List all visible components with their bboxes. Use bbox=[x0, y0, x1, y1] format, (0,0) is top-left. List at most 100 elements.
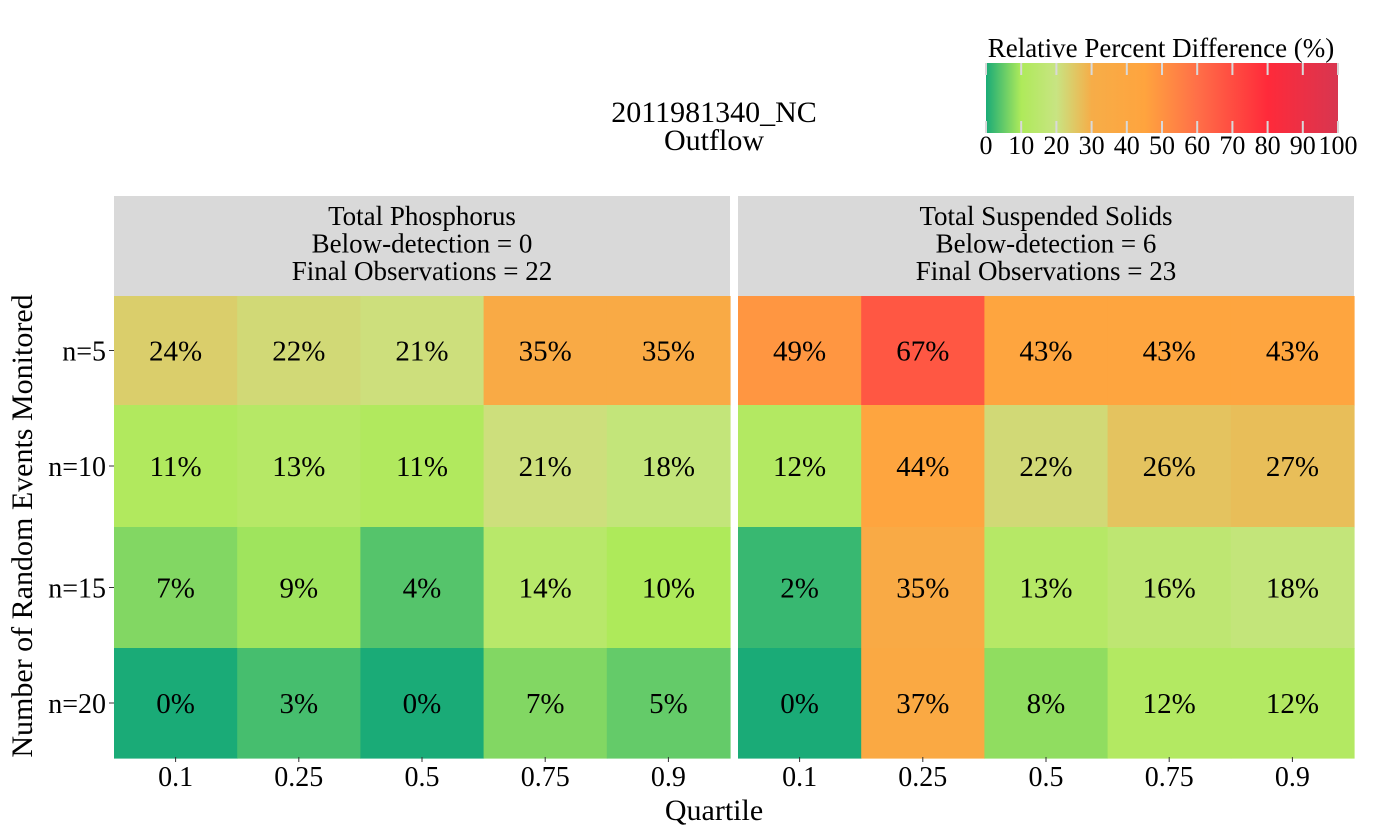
x-tick-label: 0.1 bbox=[158, 762, 193, 793]
heatmap-cell-label: 8% bbox=[1027, 688, 1066, 720]
heatmap-cell bbox=[861, 405, 985, 528]
heatmap-cell-label: 7% bbox=[156, 573, 195, 605]
heatmap-cell bbox=[360, 648, 485, 759]
heatmap-cell-label: 18% bbox=[1266, 573, 1319, 605]
heatmap-cell bbox=[738, 648, 862, 759]
legend-tick-label: 10 bbox=[1008, 131, 1034, 160]
heatmap-cell bbox=[114, 527, 238, 649]
chart-title: 2011981340_NC Outflow bbox=[611, 96, 817, 157]
y-tick-label: n=5 bbox=[62, 337, 106, 368]
heatmap-cell bbox=[237, 527, 361, 649]
x-tick-label: 0.5 bbox=[1029, 762, 1064, 793]
facet-strip-label: Total Suspended Solids bbox=[919, 201, 1172, 231]
heatmap-cell-label: 22% bbox=[1019, 451, 1072, 483]
legend-tick-label: 60 bbox=[1184, 131, 1210, 160]
x-tick-label: 0.75 bbox=[1145, 762, 1194, 793]
heatmap-cell bbox=[1107, 648, 1232, 759]
heatmap-cell-label: 3% bbox=[279, 688, 318, 720]
legend-tick-label: 40 bbox=[1114, 131, 1140, 160]
facet-strip-label: Final Observations = 22 bbox=[292, 256, 552, 286]
heatmap-cell-label: 21% bbox=[519, 451, 572, 483]
y-axis-label: Number of Random Events Monitored bbox=[6, 294, 39, 757]
heatmap-cell-label: 44% bbox=[896, 451, 949, 483]
heatmap-cell bbox=[738, 405, 862, 528]
facet-strip bbox=[738, 196, 1354, 296]
heatmap-cell bbox=[861, 527, 985, 649]
facet-strip-label: Total Phosphorus bbox=[328, 201, 516, 231]
y-axis: n=5 n=10 n=15 n=20 bbox=[48, 337, 114, 720]
heatmap-cell-label: 14% bbox=[519, 573, 572, 605]
heatmap-cell bbox=[984, 405, 1109, 528]
heatmap-cell bbox=[483, 296, 608, 406]
heatmap-cell bbox=[861, 296, 985, 406]
facet-strip-label: Final Observations = 23 bbox=[916, 256, 1176, 286]
heatmap-cell bbox=[483, 648, 608, 759]
heatmap-cell-label: 2% bbox=[780, 573, 819, 605]
legend-tick-label: 80 bbox=[1255, 131, 1281, 160]
heatmap-cell-label: 12% bbox=[1143, 688, 1196, 720]
heatmap-cell bbox=[360, 527, 485, 649]
heatmap-cell bbox=[483, 405, 608, 528]
facet-strip bbox=[114, 196, 730, 296]
heatmap-cell-label: 12% bbox=[1266, 688, 1319, 720]
facet-strip-label: Below-detection = 0 bbox=[312, 229, 533, 259]
heatmap-cell bbox=[237, 296, 361, 406]
x-tick-label: 0.25 bbox=[898, 762, 947, 793]
y-tick-label: n=20 bbox=[48, 689, 106, 720]
legend-title: Relative Percent Difference (%) bbox=[988, 33, 1335, 63]
y-tick-label: n=15 bbox=[48, 574, 106, 605]
legend-tick-label: 100 bbox=[1319, 131, 1358, 160]
heatmap-cell bbox=[984, 296, 1109, 406]
heatmap-cell bbox=[606, 296, 731, 406]
heatmap-cell-label: 49% bbox=[773, 336, 826, 368]
heatmap-cell-label: 13% bbox=[1019, 573, 1072, 605]
heatmap-cell-label: 5% bbox=[649, 688, 688, 720]
heatmap-cell-label: 43% bbox=[1019, 336, 1072, 368]
x-tick-label: 0.1 bbox=[782, 762, 817, 793]
heatmap-cell bbox=[861, 648, 985, 759]
legend-tick-label: 90 bbox=[1290, 131, 1316, 160]
heatmap-cell bbox=[114, 296, 238, 406]
heatmap-cell-label: 35% bbox=[642, 336, 695, 368]
heatmap-cell-label: 43% bbox=[1266, 336, 1319, 368]
heatmap-cell-label: 27% bbox=[1266, 451, 1319, 483]
legend-tick-label: 0 bbox=[980, 131, 993, 160]
heatmap-cell-label: 11% bbox=[150, 451, 202, 483]
heatmap-cell-label: 67% bbox=[896, 336, 949, 368]
heatmap-cell-label: 0% bbox=[403, 688, 442, 720]
color-legend: Relative Percent Difference (%) 0 10 20 30 4… bbox=[980, 33, 1358, 160]
heatmap-cell bbox=[1230, 405, 1355, 528]
legend-tick-label: 20 bbox=[1043, 131, 1069, 160]
heatmap-cell-label: 0% bbox=[156, 688, 195, 720]
x-tick-label: 0.9 bbox=[651, 762, 686, 793]
chart-title-line-2: Outflow bbox=[664, 124, 764, 157]
heatmap-cell bbox=[1107, 405, 1232, 528]
legend-tick-label: 30 bbox=[1079, 131, 1105, 160]
heatmap-cell-label: 35% bbox=[896, 573, 949, 605]
x-axis: 0.1 0.25 0.5 0.75 0.9 0.1 0.25 0.5 0.75 0.9 bbox=[158, 757, 1310, 793]
heatmap-cell bbox=[606, 405, 731, 528]
heatmap-cell bbox=[360, 405, 485, 528]
heatmap-cell-label: 35% bbox=[519, 336, 572, 368]
heatmap-cell-label: 21% bbox=[395, 336, 448, 368]
heatmap-cell bbox=[237, 405, 361, 528]
heatmap-cell bbox=[237, 648, 361, 759]
y-tick-label: n=10 bbox=[48, 452, 106, 483]
heatmap-cell-label: 10% bbox=[642, 573, 695, 605]
heatmap-cell bbox=[114, 405, 238, 528]
legend-tick-label: 50 bbox=[1149, 131, 1175, 160]
heatmap-cell bbox=[1230, 648, 1355, 759]
heatmap-cell bbox=[738, 296, 862, 406]
heatmap-cell-label: 9% bbox=[279, 573, 318, 605]
heatmap-cell bbox=[984, 527, 1109, 649]
legend-ticks: 0 10 20 30 40 50 60 70 80 90 100 bbox=[980, 63, 1358, 160]
heatmap-cell-label: 13% bbox=[272, 451, 325, 483]
heatmap-cell-label: 0% bbox=[780, 688, 819, 720]
heatmap-cell bbox=[483, 527, 608, 649]
heatmap-cell-label: 18% bbox=[642, 451, 695, 483]
heatmap-cell bbox=[1107, 527, 1232, 649]
facet-strip-label: Below-detection = 6 bbox=[936, 229, 1157, 259]
heatmap-cell bbox=[738, 527, 862, 649]
